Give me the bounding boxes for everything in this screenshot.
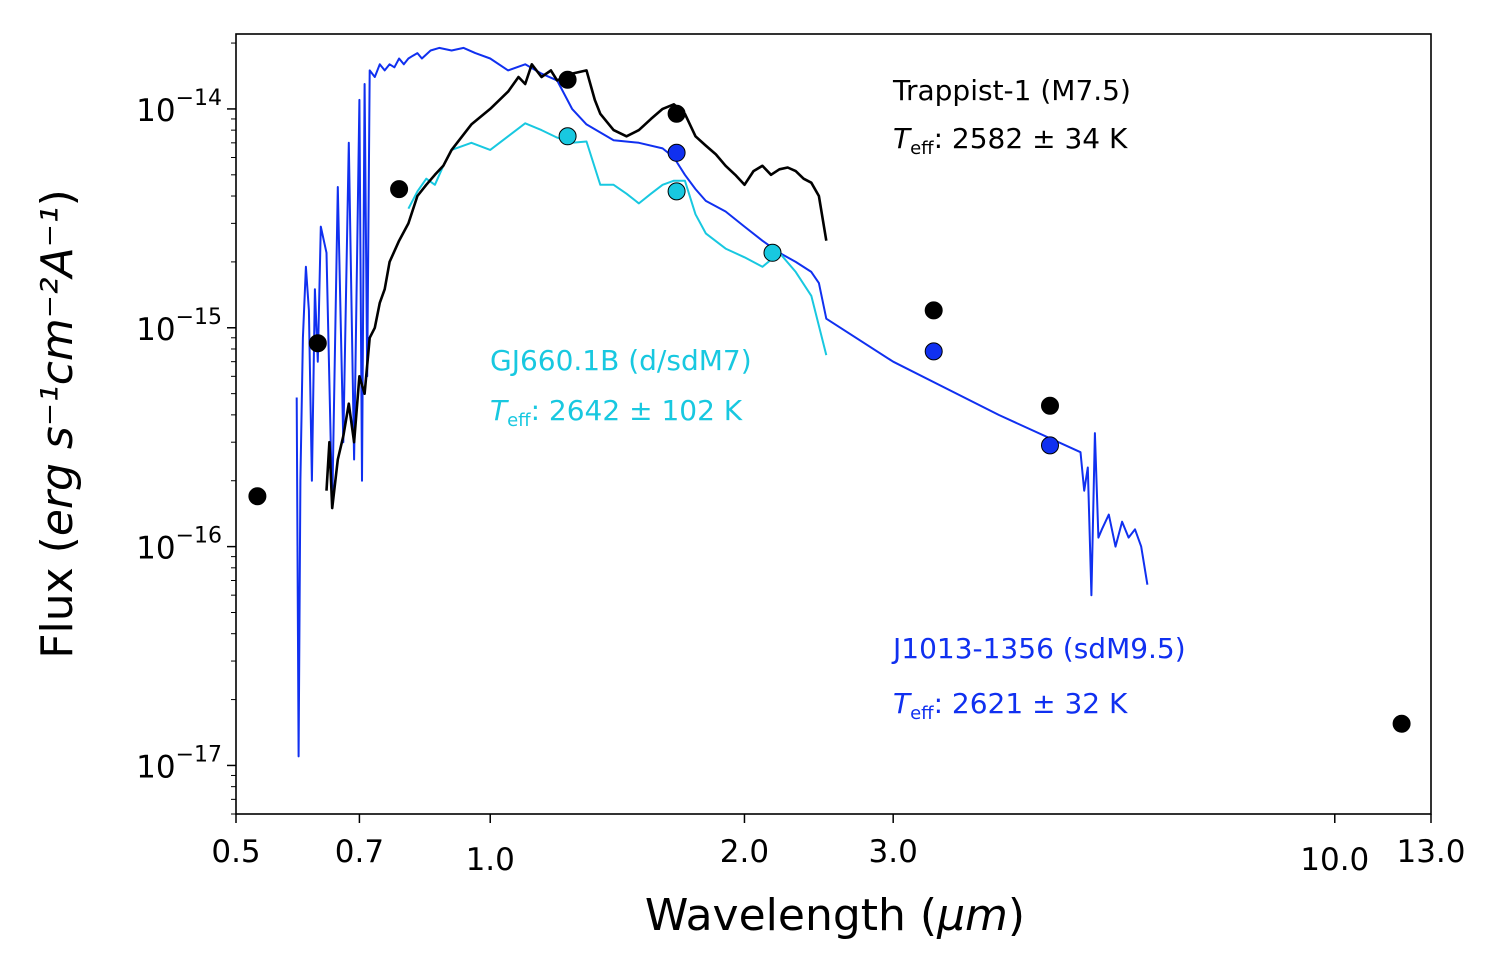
photometry-point-0-0 bbox=[248, 487, 267, 506]
y-axis-label: Flux (erg s⁻¹cm⁻²A⁻¹) bbox=[32, 189, 83, 659]
annotation-j1013: J1013-1356 (sdM9.5) Teff: 2621 ± 32 K bbox=[891, 632, 1186, 724]
series-line-2 bbox=[325, 63, 828, 510]
x-tick-label-5: 10.0 bbox=[1300, 842, 1369, 878]
gj660-name: GJ660.1B (d/sdM7) bbox=[490, 344, 752, 377]
photometry-point-0-4 bbox=[667, 104, 686, 123]
photometry-point-0-6 bbox=[1041, 396, 1059, 415]
photometry-point-1-2 bbox=[763, 243, 782, 262]
trappist-teff: Teff: 2582 ± 34 K bbox=[893, 122, 1128, 159]
photometry-layer bbox=[248, 70, 1411, 733]
x-tick-label-0: 0.5 bbox=[211, 834, 260, 870]
x-tick-label-3: 2.0 bbox=[720, 834, 769, 870]
x-tick-label-2: 1.0 bbox=[466, 842, 515, 878]
photometry-point-0-7 bbox=[1392, 714, 1411, 733]
annotation-trappist: Trappist-1 (M7.5) Teff: 2582 ± 34 K bbox=[892, 74, 1131, 159]
j1013-teff: Teff: 2621 ± 32 K bbox=[893, 687, 1128, 724]
y-tick-label-0: 10−14 bbox=[136, 86, 222, 129]
j1013-name: J1013-1356 (sdM9.5) bbox=[891, 632, 1186, 665]
photometry-point-0-1 bbox=[308, 334, 327, 353]
annotation-gj660: GJ660.1B (d/sdM7) Teff: 2642 ± 102 K bbox=[490, 344, 752, 431]
x-axis-label: Wavelength (μm) bbox=[645, 890, 1025, 941]
photometry-point-0-2 bbox=[390, 180, 409, 199]
x-axis-ticks: 0.5 0.7 1.0 2.0 3.0 10.0 13.0 bbox=[211, 814, 1466, 878]
y-axis-ticks: 10−14 10−15 10−16 10−17 bbox=[136, 42, 236, 815]
y-tick-label-3: 10−17 bbox=[136, 742, 222, 785]
x-tick-label-4: 3.0 bbox=[869, 834, 918, 870]
series-layer bbox=[295, 46, 1149, 758]
photometry-point-1-1 bbox=[667, 182, 686, 201]
photometry-point-2-2 bbox=[1041, 436, 1059, 455]
plot-frame bbox=[235, 33, 1432, 815]
photometry-point-2-1 bbox=[924, 342, 943, 361]
photometry-point-2-0 bbox=[667, 143, 686, 162]
x-tick-label-6: 13.0 bbox=[1396, 834, 1465, 870]
y-tick-label-2: 10−16 bbox=[136, 524, 222, 567]
y-tick-label-1: 10−15 bbox=[136, 305, 222, 348]
series-line-0 bbox=[295, 46, 1149, 758]
x-tick-label-1: 0.7 bbox=[335, 834, 384, 870]
gj660-teff: Teff: 2642 ± 102 K bbox=[490, 394, 743, 431]
trappist-name: Trappist-1 (M7.5) bbox=[892, 74, 1131, 107]
photometry-point-1-0 bbox=[558, 127, 577, 146]
photometry-point-0-3 bbox=[558, 70, 577, 89]
photometry-point-0-5 bbox=[924, 301, 943, 320]
